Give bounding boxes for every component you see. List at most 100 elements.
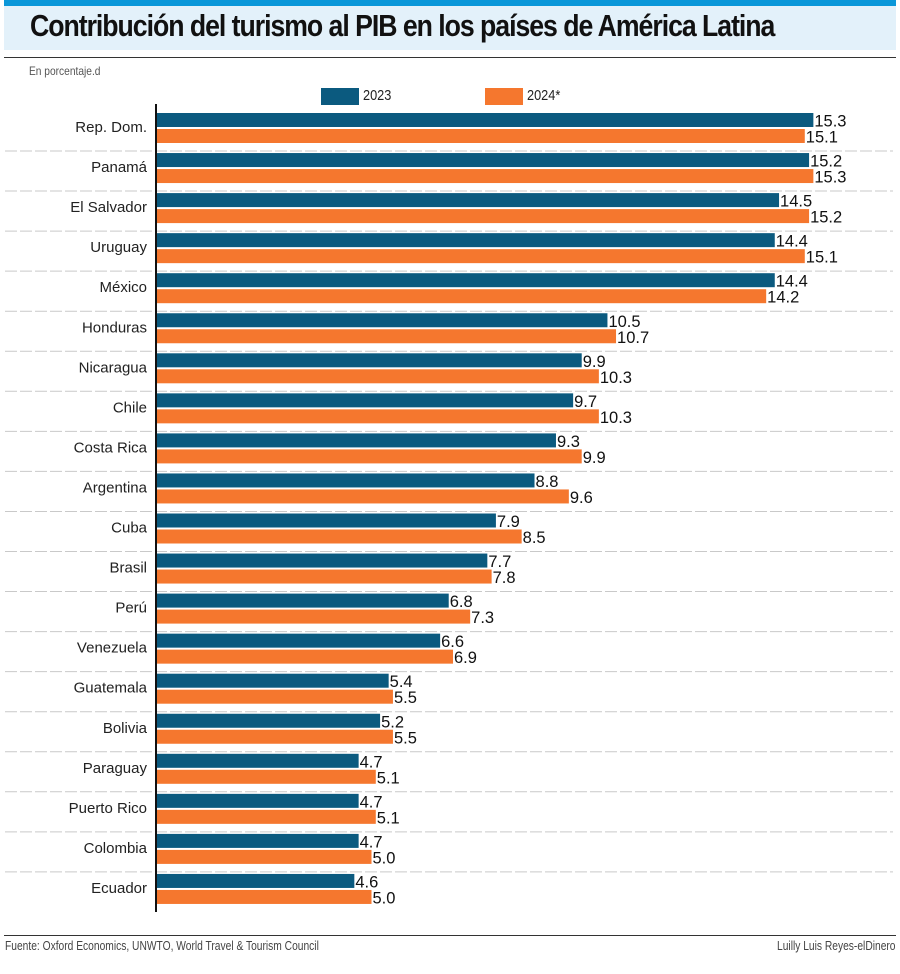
data-label: 10.7: [617, 329, 649, 347]
data-label: 5.5: [394, 729, 417, 747]
bar-2023-venezuela: [157, 633, 441, 648]
category-label: Ecuador: [91, 880, 147, 897]
bar-2023-paraguay: [157, 753, 359, 768]
category-label: Costa Rica: [74, 439, 148, 456]
bar-2024-honduras: [157, 329, 617, 344]
bar-2024-costarica: [157, 449, 582, 464]
chart-subtitle: En porcentaje.d: [29, 64, 101, 78]
category-label: Paraguay: [83, 760, 148, 777]
data-label: 5.5: [394, 689, 417, 707]
bar-2023-per: [157, 593, 449, 608]
data-label: 9.3: [557, 433, 580, 451]
footer-divider: [4, 935, 896, 936]
category-label: Uruguay: [90, 239, 147, 256]
data-label: 10.3: [600, 409, 632, 427]
data-label: 15.1: [806, 249, 838, 267]
bar-2023-repdom: [157, 113, 814, 127]
data-label: 7.3: [471, 609, 494, 627]
data-label: 7.7: [488, 553, 511, 571]
bar-2024-mxico: [157, 289, 767, 304]
bar-2024-bolivia: [157, 729, 393, 744]
data-label: 5.2: [381, 713, 404, 731]
data-label: 14.5: [780, 193, 812, 211]
data-label: 4.6: [355, 873, 378, 891]
bar-2023-cuba: [157, 513, 496, 528]
category-label: Guatemala: [74, 680, 148, 697]
bar-2023-elsalvador: [157, 193, 780, 208]
bar-2023-chile: [157, 393, 574, 408]
data-label: 6.8: [450, 593, 473, 611]
bar-2024-venezuela: [157, 649, 454, 664]
data-label: 15.2: [810, 209, 842, 227]
data-label: 10.5: [608, 313, 640, 331]
bar-2024-panam: [157, 169, 814, 184]
category-label: Bolivia: [103, 720, 148, 737]
bar-2024-cuba: [157, 529, 522, 544]
bar-2023-nicaragua: [157, 353, 582, 368]
bar-2023-puertorico: [157, 793, 359, 808]
category-label: Chile: [113, 399, 147, 416]
bar-2024-repdom: [157, 129, 805, 143]
bar-2024-colombia: [157, 849, 372, 864]
bar-2023-uruguay: [157, 233, 775, 248]
bar-2023-argentina: [157, 473, 535, 488]
bar-2024-uruguay: [157, 249, 805, 264]
data-label: 7.8: [493, 569, 516, 587]
bar-2023-ecuador: [157, 873, 355, 888]
data-label: 5.1: [377, 769, 400, 787]
bar-2024-ecuador: [157, 889, 372, 904]
bar-2024-brasil: [157, 569, 492, 584]
data-label: 14.4: [776, 273, 808, 291]
bar-2023-honduras: [157, 313, 608, 328]
category-label: Honduras: [82, 319, 147, 336]
data-label: 6.9: [454, 649, 477, 667]
data-label: 5.0: [373, 889, 396, 907]
bar-2023-mxico: [157, 273, 775, 288]
data-label: 9.6: [570, 489, 593, 507]
bar-2023-costarica: [157, 433, 556, 448]
category-label: El Salvador: [70, 199, 147, 216]
category-label: Argentina: [83, 479, 148, 496]
bar-2024-nicaragua: [157, 369, 599, 384]
data-label: 15.1: [806, 129, 838, 147]
data-label: 4.7: [360, 833, 383, 851]
category-label: Perú: [115, 600, 147, 617]
data-label: 15.2: [810, 153, 842, 171]
data-label: 9.7: [574, 393, 597, 411]
data-label: 8.8: [536, 473, 559, 491]
bar-2024-chile: [157, 409, 599, 424]
category-label: Cuba: [111, 520, 148, 537]
author-credit: Luilly Luis Reyes-elDinero: [777, 939, 896, 953]
data-label: 15.3: [814, 169, 846, 187]
category-label: Nicaragua: [79, 359, 148, 376]
data-label: 9.9: [583, 353, 606, 371]
data-label: 6.6: [441, 633, 464, 651]
data-label: 5.1: [377, 809, 400, 827]
data-label: 15.3: [814, 113, 846, 131]
legend-swatch-2024: [485, 88, 523, 105]
category-label: Panamá: [91, 159, 148, 176]
data-label: 4.7: [360, 753, 383, 771]
category-label: Puerto Rico: [69, 800, 147, 817]
bar-2023-guatemala: [157, 673, 389, 688]
data-label: 7.9: [497, 513, 520, 531]
data-label: 8.5: [523, 529, 546, 547]
bar-2023-panam: [157, 153, 810, 168]
top-accent-stripe: [4, 0, 896, 6]
data-label: 14.4: [776, 233, 808, 251]
data-label: 9.9: [583, 449, 606, 467]
header-divider: [4, 57, 896, 58]
data-label: 4.7: [360, 793, 383, 811]
category-label: Venezuela: [77, 640, 148, 657]
data-label: 14.2: [767, 289, 799, 307]
chart-title: Contribución del turismo al PIB en los p…: [30, 8, 775, 43]
data-label: 5.0: [373, 849, 396, 867]
bar-2024-elsalvador: [157, 209, 810, 224]
category-label: México: [99, 279, 147, 296]
legend-swatch-2023: [321, 88, 359, 105]
source-note: Fuente: Oxford Economics, UNWTO, World T…: [5, 939, 319, 953]
data-label: 10.3: [600, 369, 632, 387]
bar-2023-colombia: [157, 833, 359, 848]
bar-2024-paraguay: [157, 769, 376, 784]
